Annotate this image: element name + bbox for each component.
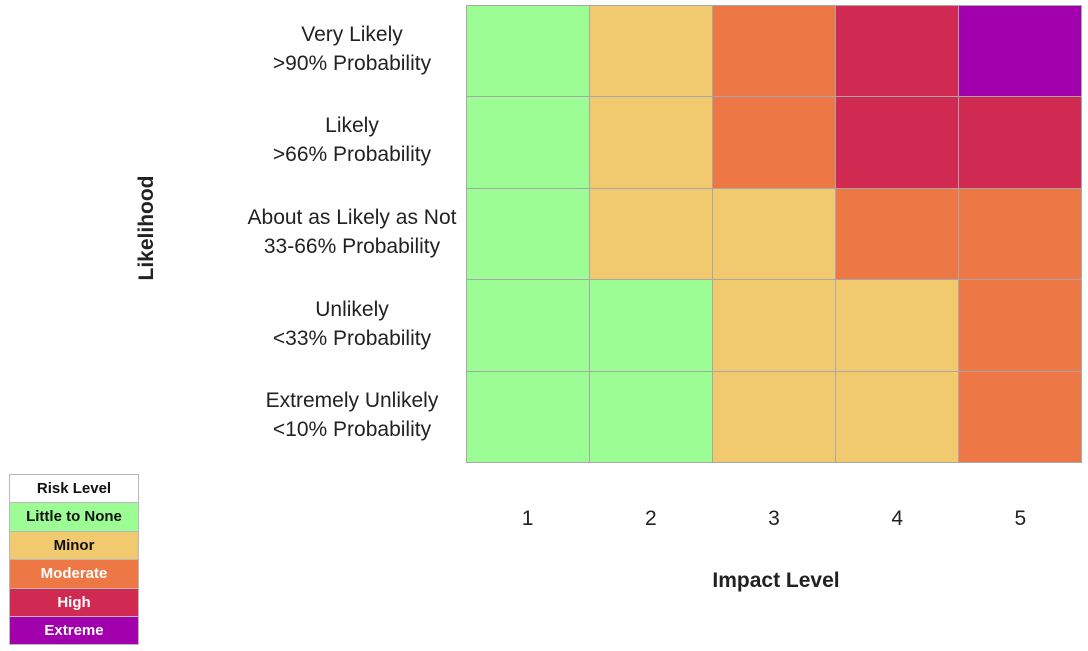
legend-item: High: [10, 588, 139, 617]
matrix-cell: [590, 97, 713, 189]
matrix-cell: [713, 6, 836, 98]
matrix-cell: [467, 188, 590, 281]
row-label-title: Likely: [325, 114, 379, 138]
legend-item: Moderate: [10, 560, 139, 589]
row-labels: Very Likely >90% Probability Likely >66% Pr…: [200, 5, 504, 463]
matrix-cell: [713, 280, 836, 372]
matrix-cell: [836, 371, 959, 463]
legend-item: Minor: [10, 531, 139, 561]
matrix-cell: [590, 6, 713, 98]
matrix-cell: [959, 280, 1082, 372]
matrix-cell: [713, 188, 836, 281]
row-label: About as Likely as Not 33-66% Probability: [200, 203, 504, 261]
x-axis-title: Impact Level: [712, 569, 840, 592]
matrix-cell: [959, 371, 1082, 463]
row-label-probability: 33-66% Probability: [263, 235, 441, 258]
matrix-cell: [590, 371, 713, 463]
matrix-cell: [836, 280, 959, 372]
matrix-cell: [959, 6, 1082, 98]
matrix-cell: [467, 280, 590, 372]
matrix-cell: [467, 97, 590, 189]
row-label-probability: <33% Probability: [272, 326, 432, 350]
row-label: Very Likely >90% Probability: [200, 20, 504, 78]
row-label-probability: >66% Probability: [272, 143, 432, 167]
row-label-title: Very Likely: [301, 22, 403, 46]
legend: Risk Level Little to None Minor Moderate Hi…: [9, 474, 139, 646]
row-label-title: Unlikely: [315, 297, 389, 321]
column-labels: 1 2 3 4 5: [466, 505, 1082, 535]
row-label: Unlikely <33% Probability: [200, 295, 504, 353]
column-label: 1: [521, 507, 534, 530]
legend-item: Extreme: [10, 616, 139, 646]
matrix-cell: [467, 371, 590, 463]
row-label-probability: <10% Probability: [272, 418, 432, 442]
row-label-title: About as Likely as Not: [247, 206, 457, 229]
legend-item: Little to None: [10, 503, 139, 532]
row-label-title: Extremely Unlikely: [265, 389, 439, 413]
matrix-cell: [713, 371, 836, 463]
risk-matrix: [466, 5, 1082, 463]
matrix-cell: [467, 6, 590, 98]
column-label: 4: [891, 507, 904, 530]
column-label: 3: [768, 507, 780, 530]
row-label: Extremely Unlikely <10% Probability: [200, 386, 504, 444]
matrix-cell: [590, 280, 713, 372]
matrix-cell: [959, 188, 1082, 281]
y-axis-title: Likelihood: [135, 175, 158, 281]
matrix-cell: [959, 97, 1082, 189]
matrix-cell: [836, 188, 959, 281]
column-label: 5: [1014, 507, 1027, 530]
legend-title: Risk Level: [10, 475, 139, 504]
matrix-cell: [836, 6, 959, 98]
row-label: Likely >66% Probability: [200, 111, 504, 169]
matrix-cell: [590, 188, 713, 281]
column-label: 2: [644, 507, 657, 530]
row-label-probability: >90% Probability: [272, 51, 432, 75]
matrix-cell: [836, 97, 959, 189]
matrix-cell: [713, 97, 836, 189]
